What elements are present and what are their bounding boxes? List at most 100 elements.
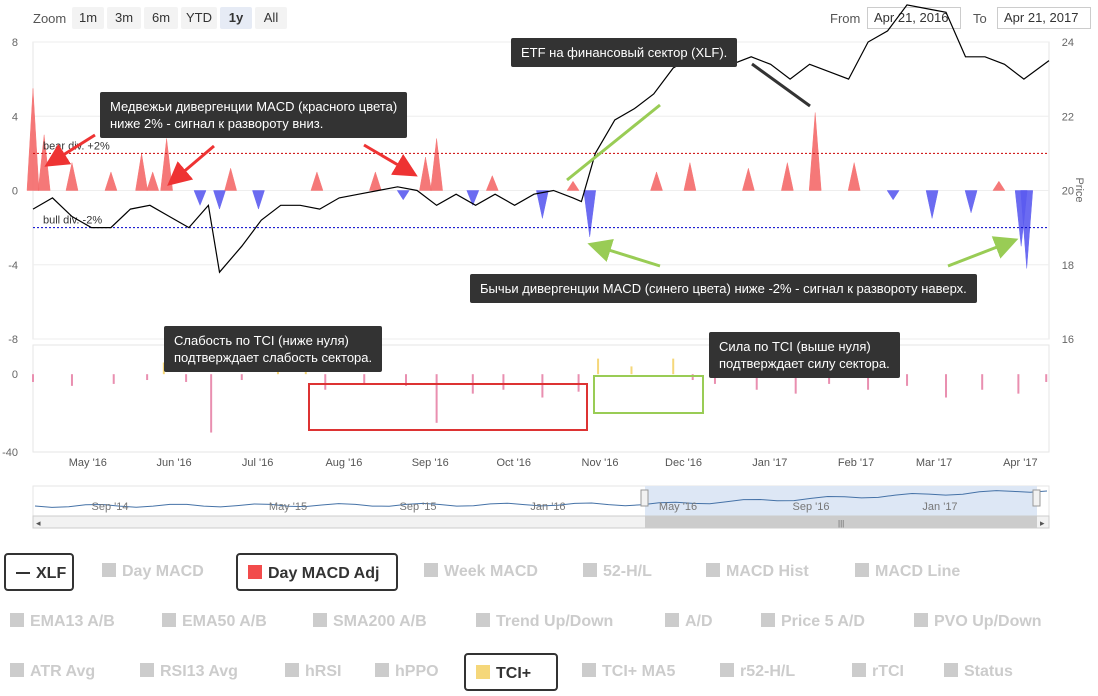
trend-line xyxy=(566,103,661,182)
macd-bar xyxy=(146,171,160,191)
legend-item-week-macd[interactable]: Week MACD xyxy=(424,553,538,591)
legend-swatch-icon xyxy=(285,663,299,677)
price-tick-label: 18 xyxy=(1062,260,1074,272)
legend-label: Status xyxy=(964,663,1013,680)
legend-item-52-h-l[interactable]: 52-H/L xyxy=(583,553,652,591)
navigator-series xyxy=(34,490,1048,508)
weakness-callout: Слабость по TCI (ниже нуля) подтверждает… xyxy=(164,326,383,372)
bull-callout: Бычьи дивергенции MACD (синего цвета) ни… xyxy=(470,274,977,303)
tci-bar xyxy=(981,374,984,390)
macd-tick-label: -4 xyxy=(8,260,18,272)
tci-bar xyxy=(502,374,505,390)
etf-callout: ETF на финансовый сектор (XLF). xyxy=(511,38,738,67)
tci-bar xyxy=(185,374,188,382)
tci-bar xyxy=(867,374,870,390)
tci-bar xyxy=(906,374,909,386)
zoom-3m-button[interactable]: 3m xyxy=(107,7,141,29)
x-tick-label: Sep '16 xyxy=(412,457,449,469)
x-tick-label: Jan '17 xyxy=(752,457,787,469)
legend-item-macd-line[interactable]: MACD Line xyxy=(855,553,960,591)
bear-arrow-3 xyxy=(363,143,418,177)
scrollbar-thumb[interactable] xyxy=(645,516,1037,528)
legend-swatch-icon xyxy=(313,613,327,627)
tci-bar xyxy=(794,374,797,394)
tci-bar xyxy=(112,374,115,384)
tci-bar xyxy=(945,374,948,398)
zoom-all-button[interactable]: All xyxy=(255,7,287,29)
price-tick-label: 24 xyxy=(1062,37,1074,49)
navigator-selection[interactable] xyxy=(645,486,1037,516)
x-tick-label: Jun '16 xyxy=(157,457,192,469)
navigator-right-handle[interactable] xyxy=(1032,489,1041,507)
macd-bar xyxy=(847,162,861,191)
tci-bar xyxy=(597,358,600,375)
zoom-label: Zoom xyxy=(33,11,67,26)
legend-label: TCI+ xyxy=(496,665,532,682)
legend-item-xlf[interactable]: XLF xyxy=(4,553,74,591)
legend-swatch-icon xyxy=(914,613,928,627)
tci-bar xyxy=(691,374,694,381)
tci-bar xyxy=(70,374,73,386)
tci-bar xyxy=(577,374,580,392)
zoom-ytd-button[interactable]: YTD xyxy=(181,7,217,29)
navigator-left-handle[interactable] xyxy=(640,489,649,507)
legend-item-price-5-a-d[interactable]: Price 5 A/D xyxy=(761,603,865,641)
tci-tick-label: -40 xyxy=(2,447,18,459)
macd-bar xyxy=(1020,190,1033,269)
macd-bar xyxy=(310,171,324,191)
day-macd-adj-series xyxy=(26,88,1033,269)
legend-item-ema13-a-b[interactable]: EMA13 A/B xyxy=(10,603,115,641)
macd-bar xyxy=(26,88,40,191)
legend-item-a-d[interactable]: A/D xyxy=(665,603,713,641)
legend-item-hrsi[interactable]: hRSI xyxy=(285,653,341,691)
legend-item-tci-[interactable]: TCI+ xyxy=(464,653,558,691)
legend-item-ema50-a-b[interactable]: EMA50 A/B xyxy=(162,603,267,641)
legend-item-day-macd-adj[interactable]: Day MACD Adj xyxy=(236,553,398,591)
legend-item-day-macd[interactable]: Day MACD xyxy=(102,553,204,591)
from-date-input[interactable]: Apr 21, 2016 xyxy=(867,7,961,29)
legend-swatch-icon xyxy=(720,663,734,677)
tci-bar xyxy=(32,374,34,382)
legend-item-atr-avg[interactable]: ATR Avg xyxy=(10,653,95,691)
legend-swatch-icon xyxy=(852,663,866,677)
legend-swatch-icon xyxy=(582,663,596,677)
legend-label: Trend Up/Down xyxy=(496,613,614,630)
x-tick-label: Feb '17 xyxy=(838,457,874,469)
macd-bar xyxy=(886,190,900,201)
macd-bar xyxy=(252,190,265,210)
macd-tick-label: -8 xyxy=(8,334,18,346)
legend-label: XLF xyxy=(36,565,67,582)
tci-bar xyxy=(210,374,213,433)
price-tick-label: 20 xyxy=(1062,186,1074,198)
legend-item-hppo[interactable]: hPPO xyxy=(375,653,439,691)
tci-bar xyxy=(672,358,675,375)
bull-div-label: bull div. -2% xyxy=(43,215,102,227)
to-date-input[interactable]: Apr 21, 2017 xyxy=(997,7,1091,29)
scroll-left-arrow[interactable]: ◂ xyxy=(36,518,41,528)
scroll-right-arrow[interactable]: ▸ xyxy=(1040,518,1045,528)
bull-arrow-2 xyxy=(947,236,1019,268)
legend-item-trend-up-down[interactable]: Trend Up/Down xyxy=(476,603,613,641)
zoom-1y-button[interactable]: 1y xyxy=(220,7,252,29)
legend-swatch-icon xyxy=(424,563,438,577)
legend-item-rtci[interactable]: rTCI xyxy=(852,653,904,691)
x-tick-label: May '16 xyxy=(69,457,107,469)
legend-label: EMA13 A/B xyxy=(30,613,115,630)
legend-item-macd-hist[interactable]: MACD Hist xyxy=(706,553,809,591)
legend-item-sma200-a-b[interactable]: SMA200 A/B xyxy=(313,603,427,641)
legend-label: TCI+ MA5 xyxy=(602,663,676,680)
macd-bar xyxy=(135,153,148,191)
scrollbar-grip-icon[interactable]: ||| xyxy=(838,519,844,528)
bear-arrow-1 xyxy=(44,133,96,167)
legend-item-tci-ma5[interactable]: TCI+ MA5 xyxy=(582,653,675,691)
zoom-1m-button[interactable]: 1m xyxy=(72,7,104,29)
macd-bar xyxy=(193,190,207,207)
legend-swatch-icon xyxy=(944,663,958,677)
legend-item-status[interactable]: Status xyxy=(944,653,1013,691)
legend-item-r52-h-l[interactable]: r52-H/L xyxy=(720,653,795,691)
legend-item-pvo-up-down[interactable]: PVO Up/Down xyxy=(914,603,1042,641)
legend-label: Price 5 A/D xyxy=(781,613,865,630)
legend-item-rsi13-avg[interactable]: RSI13 Avg xyxy=(140,653,238,691)
zoom-6m-button[interactable]: 6m xyxy=(144,7,178,29)
